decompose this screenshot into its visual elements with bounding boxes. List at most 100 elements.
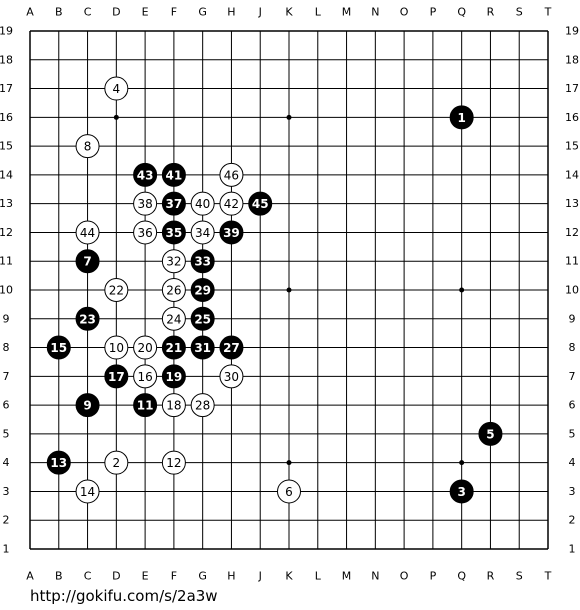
- row-label: 11: [565, 255, 579, 268]
- column-label: B: [55, 6, 63, 19]
- column-label: L: [315, 570, 322, 583]
- stone: [219, 364, 244, 389]
- stone: [277, 479, 301, 504]
- column-label: R: [487, 570, 495, 583]
- column-label: G: [198, 570, 207, 583]
- stone: [133, 364, 158, 389]
- move-number: 22: [109, 284, 124, 298]
- row-label: 10: [565, 284, 579, 297]
- stone: [133, 162, 158, 187]
- column-label: M: [342, 570, 352, 583]
- stone: [104, 76, 129, 101]
- column-label: N: [371, 6, 379, 19]
- row-label: 4: [3, 456, 10, 469]
- column-label: A: [26, 6, 34, 19]
- stone: [75, 479, 100, 504]
- move-number: 25: [194, 312, 211, 326]
- stone: [75, 306, 100, 331]
- move-number: 42: [224, 197, 239, 211]
- move-number: 12: [166, 456, 181, 470]
- column-label: L: [315, 6, 322, 19]
- game-url: http://gokifu.com/s/2a3w: [30, 587, 218, 605]
- stone: [161, 191, 186, 216]
- row-label: 18: [0, 53, 13, 66]
- stone: [75, 249, 100, 274]
- move-number: 31: [194, 341, 211, 355]
- row-label: 13: [565, 197, 579, 210]
- row-label: 3: [569, 485, 576, 498]
- row-label: 15: [0, 140, 13, 153]
- row-label: 15: [565, 140, 579, 153]
- move-number: 24: [166, 312, 181, 326]
- column-label: H: [227, 570, 235, 583]
- column-label: H: [227, 6, 235, 19]
- column-label: T: [544, 570, 552, 583]
- move-number: 16: [137, 370, 152, 384]
- column-label: A: [26, 570, 34, 583]
- row-label: 9: [569, 312, 576, 325]
- stone: [190, 278, 215, 302]
- row-label: 11: [0, 255, 13, 268]
- move-number: 18: [166, 399, 181, 413]
- move-number: 5: [486, 427, 494, 441]
- column-label: T: [544, 6, 552, 19]
- stone: [133, 393, 158, 418]
- row-label: 17: [0, 82, 13, 95]
- move-number: 10: [109, 341, 124, 355]
- stone: [104, 450, 129, 475]
- stone: [161, 162, 186, 187]
- row-label: 12: [0, 226, 13, 239]
- star-point: [286, 114, 292, 120]
- move-number: 29: [194, 284, 211, 298]
- row-label: 17: [565, 82, 579, 95]
- move-number: 39: [223, 226, 240, 240]
- stone: [161, 249, 186, 274]
- move-number: 37: [166, 197, 183, 211]
- move-number: 9: [83, 399, 91, 413]
- row-label: 3: [3, 485, 10, 498]
- column-label: K: [285, 6, 293, 19]
- column-label: C: [84, 570, 92, 583]
- row-label: 6: [3, 399, 10, 412]
- stone: [161, 364, 186, 389]
- row-label: 1: [569, 543, 576, 556]
- column-label: R: [487, 6, 495, 19]
- stone: [190, 220, 215, 245]
- stone: [219, 162, 244, 187]
- stone: [478, 421, 503, 446]
- column-label: P: [430, 6, 437, 19]
- row-label: 5: [569, 427, 576, 440]
- column-label: Q: [457, 6, 466, 19]
- row-label: 9: [3, 312, 10, 325]
- move-number: 27: [223, 341, 240, 355]
- column-label: K: [285, 570, 293, 583]
- column-label: D: [112, 6, 120, 19]
- stone: [161, 450, 186, 475]
- row-label: 7: [569, 370, 576, 383]
- move-number: 15: [50, 341, 67, 355]
- stone: [219, 335, 244, 360]
- column-label: N: [371, 570, 379, 583]
- stone: [161, 335, 186, 360]
- move-number: 3: [457, 485, 465, 499]
- column-label: E: [142, 6, 149, 19]
- move-number: 26: [166, 284, 181, 298]
- stone: [190, 335, 215, 360]
- move-number: 1: [457, 111, 465, 125]
- row-label: 7: [3, 370, 10, 383]
- move-number: 32: [166, 255, 181, 269]
- row-label: 8: [3, 341, 10, 354]
- column-label: O: [400, 570, 409, 583]
- move-number: 40: [195, 197, 210, 211]
- move-number: 45: [252, 197, 269, 211]
- column-label: S: [516, 6, 523, 19]
- row-label: 14: [565, 168, 579, 181]
- row-label: 6: [569, 399, 576, 412]
- stone: [449, 479, 474, 504]
- stone: [190, 191, 215, 216]
- star-point: [459, 287, 465, 293]
- move-number: 7: [83, 255, 91, 269]
- column-label: J: [258, 570, 262, 583]
- move-number: 2: [113, 456, 121, 470]
- move-number: 8: [84, 140, 92, 154]
